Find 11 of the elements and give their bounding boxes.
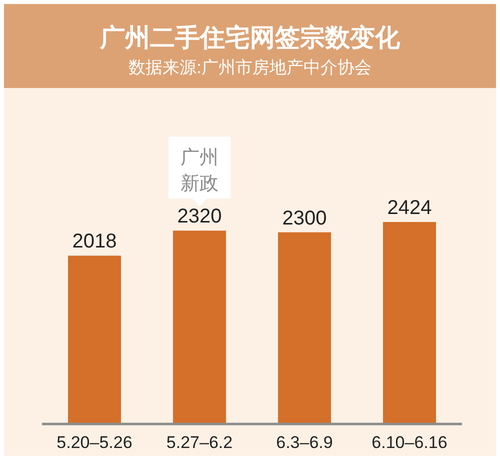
data-label: 2300 — [282, 207, 327, 230]
x-tick-label: 5.27–6.2 — [166, 433, 233, 452]
chart-subtitle: 数据来源:广州市房地产中介协会 — [128, 58, 372, 77]
annotation: 广州新政 — [180, 146, 218, 195]
data-label: 2320 — [177, 206, 222, 228]
data-label: 2018 — [72, 230, 117, 253]
x-tick-label: 6.10–6.16 — [372, 433, 448, 452]
x-tick-label: 5.20–5.26 — [56, 433, 132, 452]
chart-title: 广州二手住宅网签宗数变化 — [99, 24, 401, 52]
x-tick-label: 6.3–6.9 — [276, 433, 333, 452]
data-label: 2424 — [387, 197, 432, 219]
